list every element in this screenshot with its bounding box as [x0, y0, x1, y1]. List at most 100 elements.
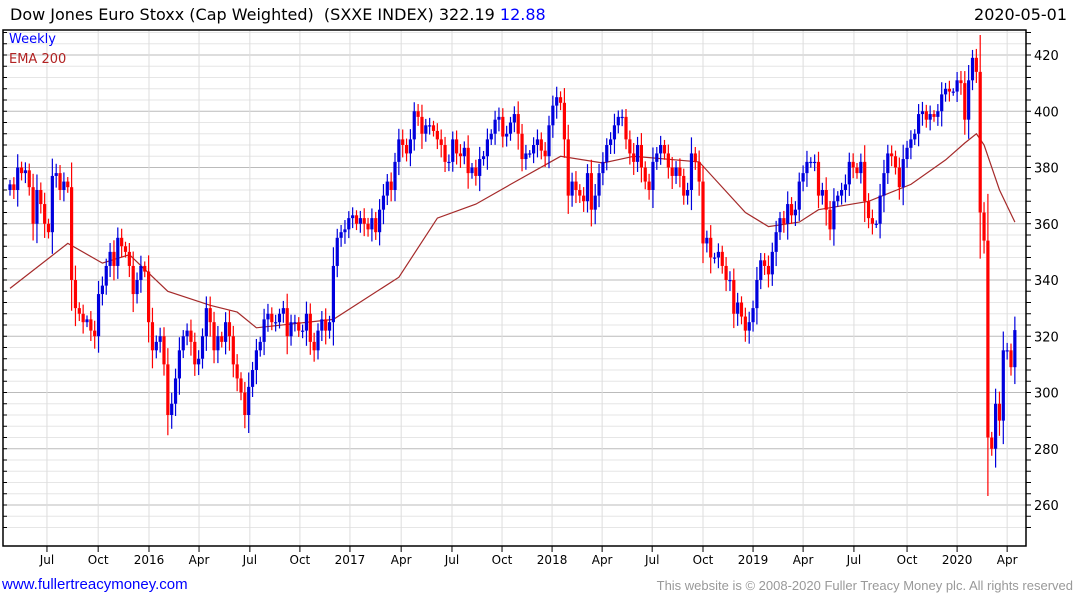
website-link[interactable]: www.fullertreacymoney.com — [2, 576, 188, 593]
candle-body — [50, 175, 54, 233]
candle-body — [505, 133, 509, 137]
candle — [451, 131, 455, 172]
candle — [54, 163, 58, 188]
candle — [89, 311, 93, 342]
candle-body — [847, 161, 851, 185]
candle-body — [836, 195, 840, 202]
candle — [324, 308, 328, 345]
candle — [127, 242, 131, 278]
candle-body — [100, 285, 104, 295]
candle — [670, 157, 674, 190]
candle — [878, 183, 882, 239]
candle — [85, 315, 89, 328]
x-tick-label: Jul — [39, 553, 54, 567]
candle-body — [593, 195, 597, 210]
candle-body — [354, 215, 359, 224]
candle — [270, 307, 274, 331]
candle — [612, 113, 617, 154]
candle — [855, 163, 859, 179]
candle-body — [585, 173, 590, 202]
candle-body — [77, 308, 81, 314]
x-tick-label: Oct — [492, 553, 513, 567]
x-tick-label: Apr — [997, 553, 1018, 567]
candle-body — [890, 153, 894, 157]
candle — [978, 34, 982, 259]
candle-body — [967, 80, 971, 120]
candle — [304, 301, 309, 346]
candle — [1009, 343, 1013, 376]
candle-body — [789, 204, 794, 216]
candle-body — [508, 122, 513, 134]
candle — [258, 336, 262, 357]
candle — [347, 211, 351, 239]
candle — [689, 137, 694, 211]
candle-body — [566, 139, 570, 196]
candle — [716, 243, 720, 269]
candle — [112, 240, 116, 281]
candle-body — [177, 350, 181, 379]
candle — [632, 142, 636, 175]
candle — [686, 182, 690, 205]
candle — [162, 327, 166, 376]
candle — [243, 381, 247, 429]
candle — [462, 141, 466, 165]
candle-body — [389, 181, 393, 190]
candle — [150, 307, 155, 369]
candle — [967, 65, 971, 139]
candle-body — [612, 125, 617, 140]
candle-body — [632, 153, 636, 162]
candle-body — [489, 133, 493, 140]
candle-body — [855, 167, 859, 174]
candle — [154, 335, 158, 359]
candle — [813, 154, 817, 172]
candle — [535, 129, 540, 158]
candle-body — [208, 308, 212, 323]
candle — [501, 108, 505, 148]
candle — [120, 228, 124, 258]
x-tick-label: Oct — [693, 553, 714, 567]
candle-body — [481, 156, 486, 160]
candle — [66, 177, 70, 193]
candle — [108, 242, 112, 278]
candle — [840, 182, 844, 205]
candle-body — [297, 322, 301, 331]
candle — [828, 201, 832, 241]
candle-body — [662, 145, 667, 154]
candle — [697, 150, 701, 196]
candle-body — [462, 147, 466, 157]
candle-body — [840, 190, 844, 196]
candle — [497, 107, 501, 132]
candle-body — [747, 322, 751, 331]
candle — [31, 173, 35, 241]
candle — [370, 208, 374, 242]
candle — [678, 158, 682, 188]
candle-body — [366, 223, 370, 230]
candle-body — [274, 322, 278, 324]
candle — [693, 147, 697, 170]
candle — [447, 154, 451, 172]
candle — [193, 332, 197, 376]
candle — [189, 319, 193, 356]
candle-body — [820, 190, 824, 196]
candle — [524, 144, 528, 170]
candle — [147, 255, 151, 343]
candle-body — [335, 237, 339, 266]
candle — [766, 255, 771, 288]
candle — [990, 431, 994, 456]
candle — [320, 311, 324, 342]
candle-body — [1001, 350, 1005, 421]
candle-body — [85, 319, 89, 323]
candle-body — [720, 251, 724, 266]
candle — [947, 80, 951, 102]
candle-body — [816, 161, 821, 196]
candle — [143, 261, 147, 278]
candle-body — [324, 319, 328, 331]
candle-body — [277, 313, 282, 323]
candle — [628, 130, 632, 165]
candle-body — [150, 322, 155, 351]
y-tick-label: 340 — [1034, 274, 1059, 289]
candle-body — [370, 218, 374, 230]
candle — [620, 109, 624, 127]
candle — [308, 303, 312, 355]
candle-body — [874, 223, 878, 225]
